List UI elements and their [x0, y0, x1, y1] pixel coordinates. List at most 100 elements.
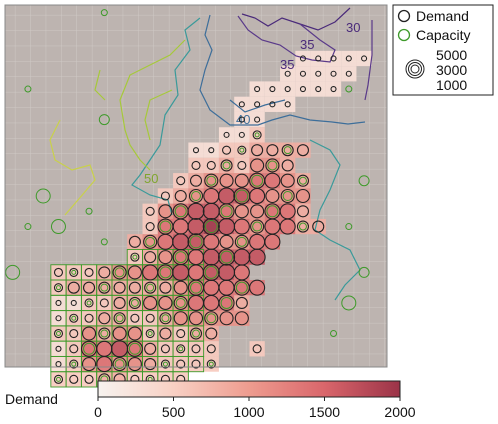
- colorbar-tick-label: 1000: [233, 404, 264, 420]
- demand-circle: [96, 356, 113, 373]
- demand-circle: [252, 130, 262, 140]
- demand-circle: [248, 248, 266, 266]
- demand-circle: [299, 55, 307, 62]
- demand-circle: [249, 279, 266, 296]
- demand-circle: [159, 327, 172, 340]
- demand-circle: [238, 116, 245, 123]
- demand-cell: [96, 356, 112, 372]
- capacity-circle: [71, 269, 77, 275]
- demand-circle: [252, 344, 262, 354]
- legend-size-marker-small: [410, 64, 420, 74]
- demand-circle: [160, 344, 170, 354]
- demand-cell: [66, 325, 82, 342]
- demand-cell: [234, 96, 250, 112]
- capacity-circle: [204, 220, 218, 234]
- demand-cell: [234, 188, 250, 204]
- demand-circle: [204, 173, 219, 188]
- demand-circle: [145, 206, 155, 216]
- demand-circle: [158, 250, 173, 265]
- demand-circle: [128, 235, 141, 248]
- demand-circle: [280, 173, 295, 188]
- demand-cell: [203, 218, 219, 235]
- demand-cell: [249, 127, 265, 143]
- demand-cell: [66, 341, 82, 357]
- capacity-circle: [24, 85, 32, 93]
- legend: Demand Capacity 5000 3000 1000: [392, 4, 494, 96]
- demand-circle: [53, 374, 64, 384]
- demand-cell: [249, 96, 265, 112]
- demand-circle: [158, 204, 173, 219]
- capacity-circle: [222, 161, 231, 170]
- demand-circle: [145, 222, 155, 232]
- capacity-circle: [159, 266, 172, 279]
- demand-cell: [310, 81, 326, 97]
- demand-circle: [53, 267, 64, 277]
- demand-circle: [191, 359, 201, 369]
- demand-cell: [295, 81, 311, 97]
- capacity-circle: [358, 175, 370, 187]
- capacity-circle: [132, 254, 138, 260]
- contour-label-40: 40: [236, 112, 250, 127]
- capacity-circle: [114, 359, 125, 370]
- demand-cell: [203, 280, 219, 296]
- demand-circle: [176, 359, 186, 369]
- demand-cell: [234, 173, 250, 189]
- capacity-circle: [115, 314, 124, 323]
- demand-circle: [158, 295, 173, 311]
- capacity-circle: [266, 205, 279, 218]
- demand-circle: [345, 70, 352, 77]
- demand-cell: [280, 66, 296, 82]
- demand-cell: [218, 310, 235, 326]
- demand-circle: [69, 344, 79, 354]
- demand-circle: [191, 160, 201, 170]
- demand-cell: [188, 142, 204, 158]
- demand-cell: [96, 295, 112, 311]
- demand-circle: [219, 234, 234, 249]
- capacity-circle: [55, 285, 61, 291]
- demand-cell: [157, 188, 174, 204]
- demand-circle: [330, 55, 337, 62]
- demand-circle: [112, 265, 127, 280]
- demand-circle: [254, 116, 261, 123]
- legend-size-label-1000: 1000: [436, 77, 467, 93]
- demand-cell: [325, 81, 342, 97]
- demand-circle: [98, 312, 111, 325]
- demand-circle: [173, 311, 188, 326]
- demand-circle: [144, 358, 157, 371]
- contour-line-40: [199, 14, 366, 126]
- demand-cell: [203, 142, 219, 158]
- capacity-circle: [98, 114, 110, 126]
- demand-cell: [173, 295, 189, 311]
- demand-circle: [159, 312, 172, 325]
- demand-circle: [315, 55, 322, 62]
- capacity-circle: [35, 188, 51, 204]
- demand-cell: [203, 234, 219, 250]
- demand-cell: [295, 66, 311, 82]
- capacity-circle: [175, 297, 186, 308]
- colorbar-tick-label: 2000: [384, 404, 415, 420]
- demand-circle: [254, 85, 261, 93]
- map-panel: 30 35 35 40 50: [4, 4, 388, 388]
- demand-circle: [254, 101, 261, 108]
- demand-circle: [234, 311, 249, 326]
- demand-cell: [81, 295, 97, 311]
- demand-circle: [266, 144, 279, 157]
- contour-line-50: [94, 39, 186, 171]
- capacity-circle: [235, 281, 248, 294]
- demand-circle: [330, 85, 337, 93]
- demand-cell: [81, 356, 97, 372]
- demand-circle: [53, 328, 64, 339]
- demand-cell: [249, 341, 265, 357]
- demand-circle: [173, 295, 188, 311]
- capacity-circle: [220, 296, 233, 309]
- demand-circle: [237, 160, 247, 170]
- legend-size-label-5000: 5000: [436, 47, 467, 63]
- capacity-circle: [159, 220, 172, 233]
- contour-lines: [49, 7, 373, 301]
- capacity-circle: [251, 174, 264, 187]
- demand-cell: [127, 249, 143, 265]
- demand-circle: [69, 359, 79, 369]
- demand-cell: [173, 173, 189, 189]
- demand-cell: [249, 218, 265, 235]
